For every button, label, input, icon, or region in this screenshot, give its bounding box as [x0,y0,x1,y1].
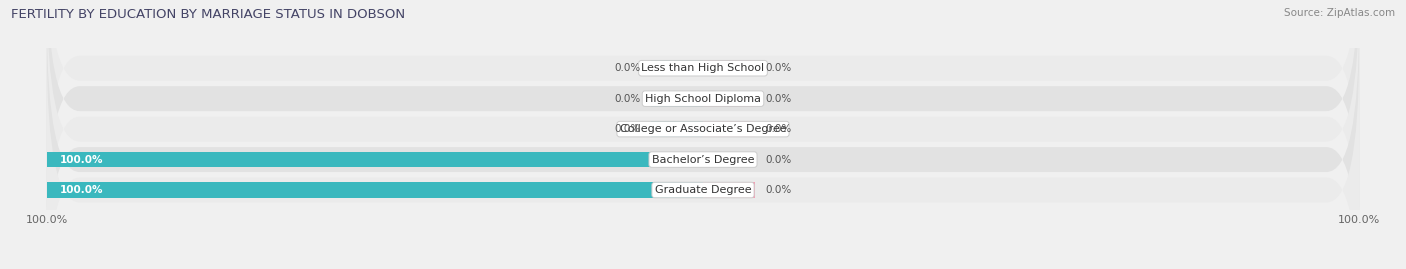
Text: 0.0%: 0.0% [765,124,792,134]
FancyBboxPatch shape [46,50,1360,269]
Bar [703,152,755,168]
Bar [651,60,703,76]
Text: Source: ZipAtlas.com: Source: ZipAtlas.com [1284,8,1395,18]
Text: 0.0%: 0.0% [614,94,641,104]
FancyBboxPatch shape [46,20,1360,269]
Text: Bachelor’s Degree: Bachelor’s Degree [652,155,754,165]
Text: 0.0%: 0.0% [765,94,792,104]
Text: High School Diploma: High School Diploma [645,94,761,104]
Bar [46,152,703,168]
Text: Less than High School: Less than High School [641,63,765,73]
Bar [703,91,755,107]
FancyBboxPatch shape [46,0,1360,269]
Text: 100.0%: 100.0% [60,155,104,165]
Bar [703,121,755,137]
Text: Graduate Degree: Graduate Degree [655,185,751,195]
Text: 0.0%: 0.0% [614,63,641,73]
Bar [703,182,755,198]
FancyBboxPatch shape [46,0,1360,208]
FancyBboxPatch shape [46,0,1360,238]
Text: 0.0%: 0.0% [765,155,792,165]
Bar [703,60,755,76]
Bar [651,91,703,107]
Bar [46,182,703,198]
Text: 0.0%: 0.0% [765,185,792,195]
Bar [651,121,703,137]
Text: FERTILITY BY EDUCATION BY MARRIAGE STATUS IN DOBSON: FERTILITY BY EDUCATION BY MARRIAGE STATU… [11,8,405,21]
Text: 0.0%: 0.0% [614,124,641,134]
Text: College or Associate’s Degree: College or Associate’s Degree [620,124,786,134]
Text: 0.0%: 0.0% [765,63,792,73]
Text: 100.0%: 100.0% [60,185,104,195]
